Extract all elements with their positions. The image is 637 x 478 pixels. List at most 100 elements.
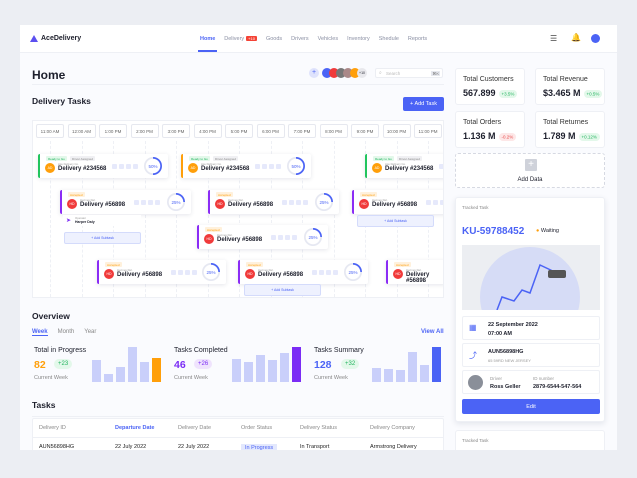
- nav-item-reports[interactable]: Reports: [408, 36, 427, 42]
- time-slot: 2:00 PM: [130, 124, 159, 138]
- add-subtask-button[interactable]: + Add Subtask: [244, 284, 321, 296]
- time-slot: 10:00 PM: [382, 124, 411, 138]
- nav-item-shedule[interactable]: Shedule: [379, 36, 399, 42]
- action-icon[interactable]: [134, 200, 139, 205]
- search-input[interactable]: ⌕ Search ⌘K: [375, 68, 443, 78]
- top-nav: AceDelivery Home Delivery +10 Goods Drivers V…: [20, 25, 617, 53]
- delivery-task-card[interactable]: Accepted HD Hermes Del. Delivery #56898 25%: [238, 260, 368, 284]
- tab-week[interactable]: Week: [32, 329, 48, 336]
- card-actions: [171, 270, 197, 275]
- action-icon[interactable]: [178, 270, 183, 275]
- action-icon[interactable]: [148, 200, 153, 205]
- action-icon[interactable]: [433, 200, 438, 205]
- delivery-task-card[interactable]: Accepted HD Hermes Del. Delivery #56898: [352, 190, 443, 214]
- grid-line: [333, 141, 335, 297]
- company-avatar: AD: [188, 163, 198, 173]
- company-name: Ace Delivery Co.: [385, 162, 406, 166]
- column-header[interactable]: Delivery Status: [300, 425, 337, 431]
- avatar-group[interactable]: +10: [322, 68, 367, 78]
- action-icon[interactable]: [333, 270, 338, 275]
- edit-button[interactable]: Edit: [462, 399, 600, 414]
- delivery-task-card[interactable]: Accepted HD Hermes Del. Delivery #56898 25%: [97, 260, 226, 284]
- stat-delta: -0.2%: [498, 132, 517, 141]
- action-icon[interactable]: [440, 200, 443, 205]
- brand-logo[interactable]: AceDelivery: [30, 35, 81, 42]
- delivery-title: Delivery #56898: [217, 237, 263, 243]
- bar-chart: [92, 347, 164, 382]
- column-header[interactable]: Delivery Company: [370, 425, 415, 431]
- add-data-button[interactable]: + Add Data: [455, 153, 605, 188]
- action-icon[interactable]: [303, 200, 308, 205]
- delivery-task-card[interactable]: Accepted HD Hermes Del. Delivery #56898: [386, 260, 443, 284]
- company-name: Hermes Del.: [217, 233, 233, 237]
- action-icon[interactable]: [296, 200, 301, 205]
- overview-tabs: Week Month Year: [32, 329, 96, 336]
- action-icon[interactable]: [426, 200, 431, 205]
- nav-item-inventory[interactable]: Inventory: [347, 36, 370, 42]
- view-all-link[interactable]: View All: [421, 329, 444, 335]
- subtask-item[interactable]: ➤ Operator Harper Daly: [63, 215, 141, 226]
- action-icon[interactable]: [312, 270, 317, 275]
- progress-ring: 25%: [167, 193, 185, 211]
- company-avatar: HD: [204, 234, 214, 244]
- tab-year[interactable]: Year: [84, 329, 97, 335]
- action-icon[interactable]: [282, 200, 287, 205]
- table-cell[interactable]: AUN56898HG: [39, 444, 75, 450]
- action-icon[interactable]: [276, 164, 281, 169]
- bar: [408, 351, 417, 382]
- action-icon[interactable]: [192, 270, 197, 275]
- add-task-button[interactable]: + Add Task: [403, 97, 444, 111]
- action-icon[interactable]: [439, 164, 443, 169]
- action-icon[interactable]: [119, 164, 124, 169]
- delivery-task-card[interactable]: Accepted HD Hermes Del. Delivery #56898 25%: [197, 225, 328, 249]
- action-icon[interactable]: [269, 164, 274, 169]
- add-member-button[interactable]: +: [309, 68, 319, 78]
- nav-item-goods[interactable]: Goods: [266, 36, 282, 42]
- action-icon[interactable]: [171, 270, 176, 275]
- user-avatar[interactable]: [591, 34, 600, 43]
- delivery-task-card[interactable]: Ready to Go Driver Assigned AD Ace Delivery…: [181, 154, 311, 178]
- action-icon[interactable]: [141, 200, 146, 205]
- settings-sliders-icon[interactable]: ☰: [550, 34, 558, 43]
- nav-item-home[interactable]: Home: [197, 36, 218, 52]
- stat-title: Total Customers: [463, 76, 514, 83]
- table-cell: 22 July 2022: [115, 444, 147, 450]
- column-header[interactable]: Delivery ID: [39, 425, 66, 431]
- action-icon[interactable]: [255, 164, 260, 169]
- action-icon[interactable]: [326, 270, 331, 275]
- bell-icon[interactable]: 🔔: [571, 33, 581, 42]
- add-subtask-button[interactable]: + Add Subtask: [64, 232, 141, 244]
- action-icon[interactable]: [262, 164, 267, 169]
- action-icon[interactable]: [319, 270, 324, 275]
- column-header[interactable]: Order Status: [241, 425, 273, 431]
- tracked-task-card: Tracked Task KU-59788452 ● Waiting ▦ 22 …: [455, 197, 605, 422]
- action-icon[interactable]: [112, 164, 117, 169]
- action-icon[interactable]: [271, 235, 276, 240]
- action-icon[interactable]: [289, 200, 294, 205]
- column-header[interactable]: Departure Date: [115, 425, 155, 431]
- action-icon[interactable]: [185, 270, 190, 275]
- nav-label: Reports: [407, 36, 428, 42]
- action-icon[interactable]: [292, 235, 297, 240]
- action-icon[interactable]: [155, 200, 160, 205]
- add-subtask-button[interactable]: + Add Subtask: [357, 215, 434, 227]
- action-icon[interactable]: [126, 164, 131, 169]
- nav-item-vehicles[interactable]: Vehicles: [318, 36, 339, 42]
- progress-ring: 50%: [144, 157, 162, 175]
- tab-month[interactable]: Month: [57, 329, 75, 335]
- delivery-task-card[interactable]: Ready to Go Driver Assigned AD Ace Delivery…: [365, 154, 443, 178]
- subtask-name: Harper Daly: [75, 220, 95, 224]
- action-icon[interactable]: [278, 235, 283, 240]
- delivery-task-card[interactable]: Accepted HD Hermes Del. Delivery #56898 25%: [208, 190, 339, 214]
- table-cell: In Transport: [300, 444, 330, 450]
- column-header[interactable]: Delivery Date: [178, 425, 212, 431]
- tracking-id: KU-59788452: [462, 226, 525, 237]
- nav-item-drivers[interactable]: Drivers: [291, 36, 308, 42]
- delivery-task-card[interactable]: Accepted HD Hermes Del. Delivery #56898 25%: [60, 190, 191, 214]
- route-map[interactable]: [462, 245, 600, 310]
- delivery-task-card[interactable]: Ready to Go Driver Assigned AD Ace Delivery…: [38, 154, 168, 178]
- action-icon[interactable]: [285, 235, 290, 240]
- nav-item-delivery[interactable]: Delivery +10: [224, 36, 257, 42]
- action-icon[interactable]: [133, 164, 138, 169]
- stat-delta: +3.5%: [498, 89, 518, 98]
